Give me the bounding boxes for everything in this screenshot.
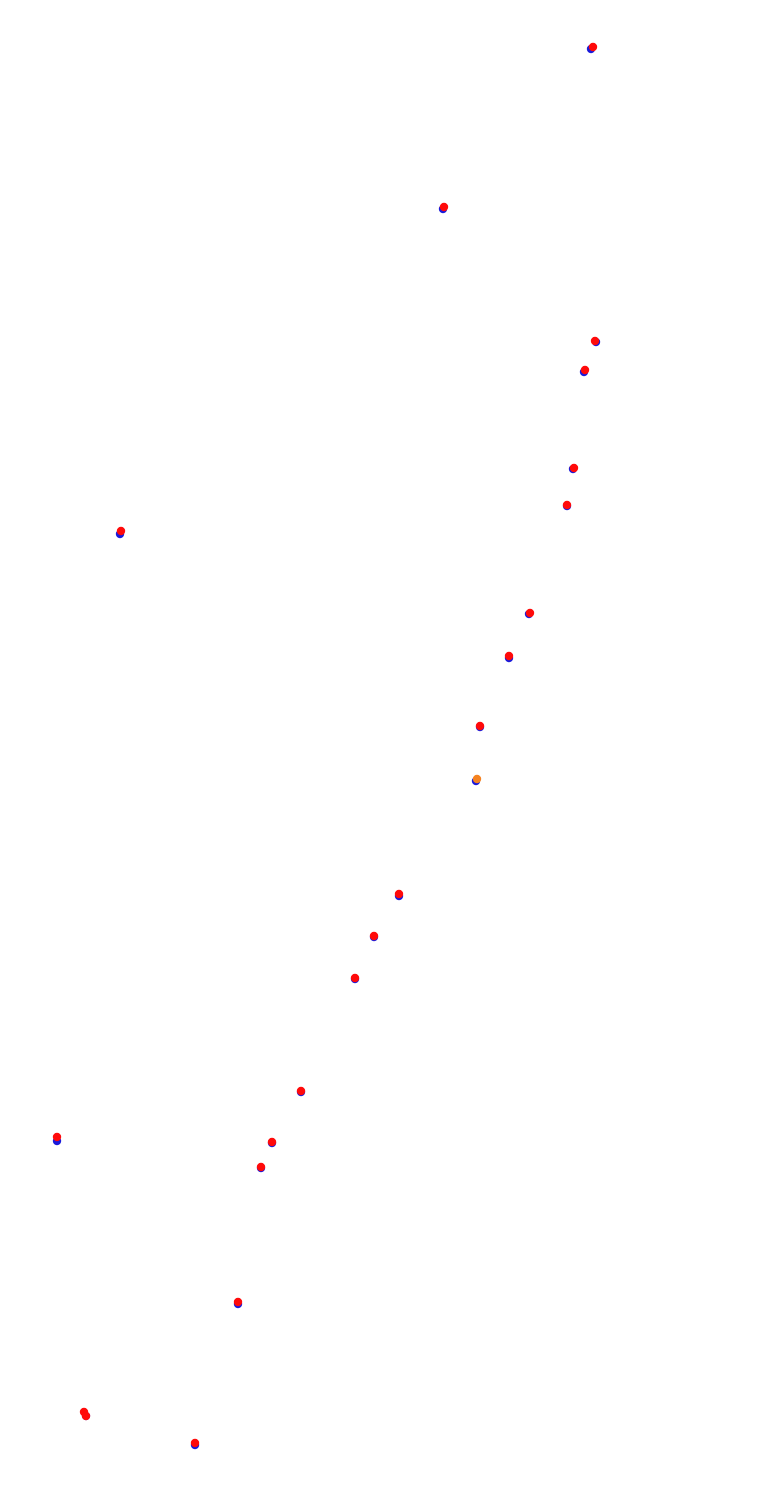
data-point — [439, 202, 449, 212]
data-point — [116, 526, 126, 536]
data-point — [256, 1162, 266, 1172]
data-point — [81, 1411, 91, 1421]
data-point — [590, 336, 600, 346]
data-point — [233, 1297, 243, 1307]
data-point — [350, 973, 360, 983]
data-point — [562, 500, 572, 510]
data-point — [580, 365, 590, 375]
points-layer — [52, 42, 601, 1450]
data-point — [588, 42, 598, 52]
data-point — [369, 931, 379, 941]
series-1 — [52, 42, 600, 1448]
data-point — [394, 889, 404, 899]
data-point — [267, 1137, 277, 1147]
data-point — [504, 651, 514, 661]
data-point — [472, 774, 482, 784]
data-point — [52, 1132, 62, 1142]
series-2 — [472, 774, 482, 784]
data-point — [296, 1086, 306, 1096]
data-point — [525, 608, 535, 618]
data-point — [475, 721, 485, 731]
data-point — [569, 463, 579, 473]
data-point — [190, 1438, 200, 1448]
